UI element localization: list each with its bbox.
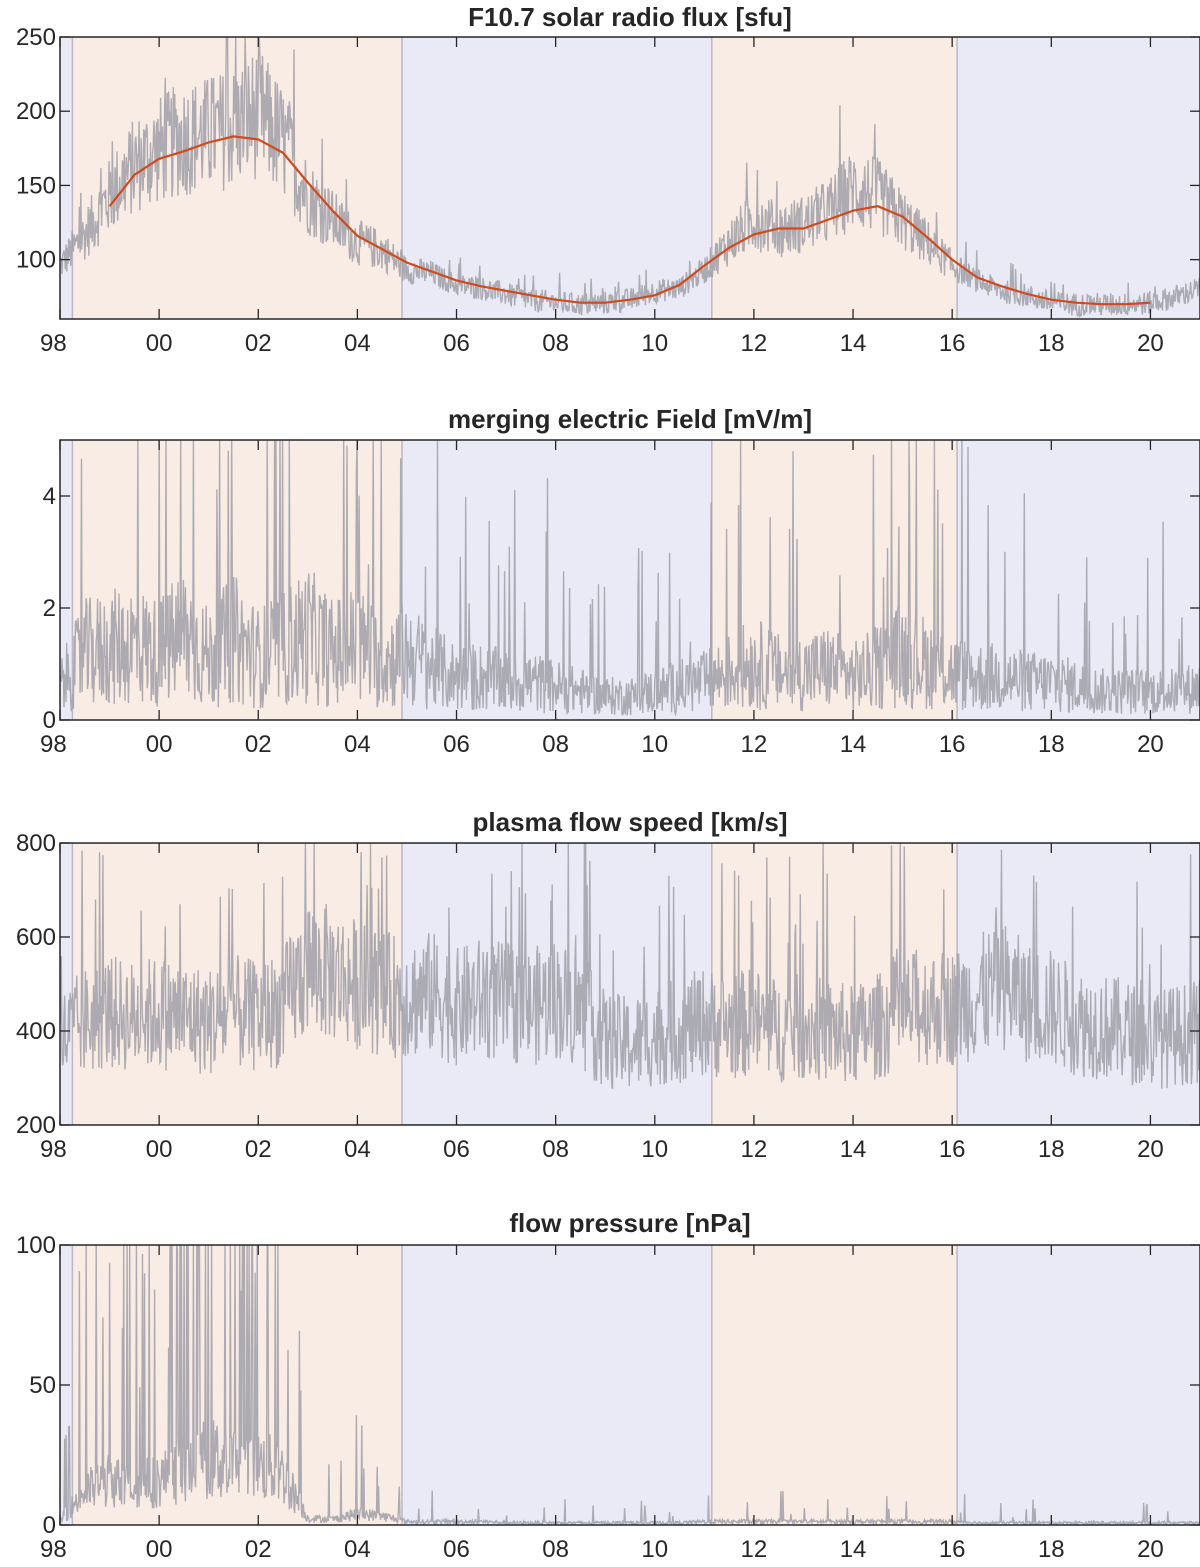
x-tick-label: 20 (1137, 330, 1164, 357)
x-tick-label: 16 (939, 731, 966, 758)
x-tick-label: 18 (1038, 1536, 1065, 1563)
y-tick-label: 4 (43, 483, 56, 510)
x-tick-label: 04 (344, 1136, 371, 1163)
x-tick-label: 14 (840, 330, 867, 357)
x-tick-label: 02 (245, 1536, 272, 1563)
x-tick-label: 16 (939, 1136, 966, 1163)
panel-f107: F10.7 solar radio flux [sfu] 100 150 200 25… (16, 2, 1200, 357)
y-tick-label: 2 (43, 595, 56, 622)
x-tick-label: 08 (542, 1136, 569, 1163)
x-tick-label: 18 (1038, 731, 1065, 758)
shaded-period-minimum (957, 37, 1200, 319)
x-tick-label: 12 (741, 731, 768, 758)
x-tick-label: 20 (1137, 1136, 1164, 1163)
y-tick-label: 50 (29, 1372, 56, 1399)
x-tick-label: 98 (40, 1136, 67, 1163)
x-tick-label: 14 (840, 1136, 867, 1163)
shaded-period-minimum (60, 440, 73, 720)
x-tick-label: 06 (443, 731, 470, 758)
x-tick-label: 18 (1038, 330, 1065, 357)
shaded-period-minimum (957, 1245, 1200, 1525)
shaded-period-maximum (711, 843, 958, 1125)
x-tick-label: 16 (939, 1536, 966, 1563)
axes-box (59, 842, 1200, 1126)
panel-flow-pressure: flow pressure [nPa] 0 50 100 98 00 02 04 06 08 10… (16, 1208, 1200, 1563)
x-tick-label: 04 (344, 1536, 371, 1563)
x-tick-label: 06 (443, 330, 470, 357)
x-tick-label: 02 (245, 330, 272, 357)
y-tick-label: 600 (16, 924, 56, 951)
x-tick-label: 98 (40, 1536, 67, 1563)
shaded-period-minimum (402, 37, 712, 319)
x-tick-label: 10 (641, 1136, 668, 1163)
x-tick-label: 02 (245, 1136, 272, 1163)
y-tick-label: 0 (43, 1512, 56, 1539)
x-tick-label: 98 (40, 731, 67, 758)
x-tick-label: 12 (741, 1536, 768, 1563)
x-tick-label: 14 (840, 731, 867, 758)
x-tick-label: 04 (344, 731, 371, 758)
x-tick-label: 20 (1137, 1536, 1164, 1563)
axes-box (59, 36, 1200, 320)
y-tick-label: 200 (16, 1112, 56, 1139)
x-tick-label: 10 (641, 330, 668, 357)
panel-title: merging electric Field [mV/m] (448, 404, 812, 434)
y-tick-label: 100 (16, 247, 56, 274)
x-tick-label: 16 (939, 330, 966, 357)
y-tick-label: 0 (43, 707, 56, 734)
x-tick-label: 18 (1038, 1136, 1065, 1163)
x-tick-label: 06 (443, 1136, 470, 1163)
panel-title: plasma flow speed [km/s] (473, 807, 788, 837)
y-tick-label: 250 (16, 24, 56, 51)
series-smoothed-line (108, 135, 1151, 306)
panel-title: flow pressure [nPa] (509, 1208, 750, 1238)
y-tick-label: 800 (16, 830, 56, 857)
x-tick-label: 08 (542, 1536, 569, 1563)
shaded-period-maximum (711, 1245, 958, 1525)
x-tick-label: 10 (641, 1536, 668, 1563)
x-tick-label: 02 (245, 731, 272, 758)
x-tick-label: 08 (542, 330, 569, 357)
y-tick-label: 400 (16, 1018, 56, 1045)
x-tick-label: 00 (146, 330, 173, 357)
x-tick-label: 20 (1137, 731, 1164, 758)
shaded-period-minimum (60, 37, 73, 319)
y-tick-label: 200 (16, 98, 56, 125)
x-tick-label: 00 (146, 1536, 173, 1563)
series-daily-line (60, 843, 1200, 1090)
x-tick-label: 12 (741, 330, 768, 357)
shaded-period-minimum (402, 1245, 712, 1525)
y-tick-label: 100 (16, 1232, 56, 1259)
y-tick-label: 150 (16, 172, 56, 199)
x-tick-label: 98 (40, 330, 67, 357)
series-daily-line (60, 37, 1200, 318)
shaded-period-minimum (957, 440, 1200, 720)
series-daily-line (60, 440, 1200, 717)
x-tick-label: 14 (840, 1536, 867, 1563)
x-tick-label: 04 (344, 330, 371, 357)
x-tick-label: 10 (641, 731, 668, 758)
panel-title: F10.7 solar radio flux [sfu] (468, 2, 792, 32)
x-tick-label: 06 (443, 1536, 470, 1563)
x-tick-label: 00 (146, 731, 173, 758)
series-daily-line (60, 1245, 1200, 1525)
x-tick-label: 08 (542, 731, 569, 758)
x-tick-label: 12 (741, 1136, 768, 1163)
x-tick-label: 00 (146, 1136, 173, 1163)
axes-box (59, 439, 1200, 721)
